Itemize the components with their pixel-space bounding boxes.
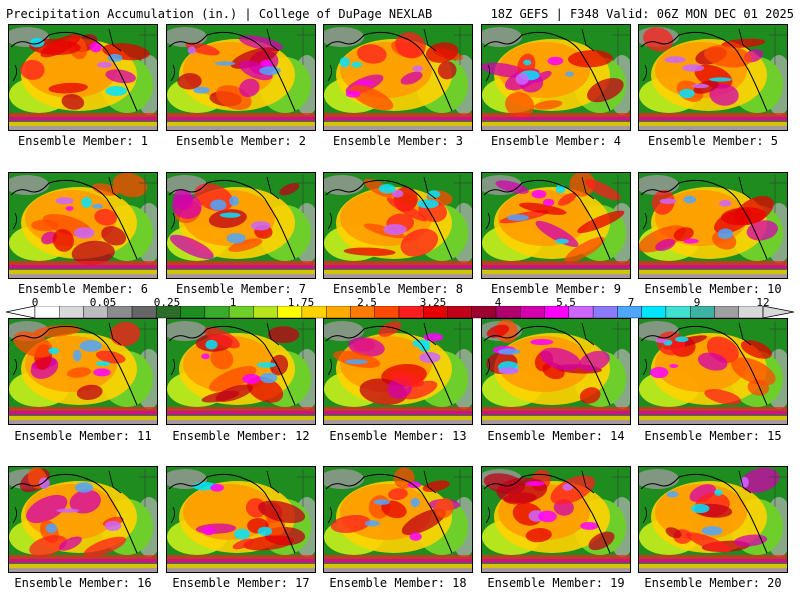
colorbar-swatch [714, 306, 739, 319]
colorbar-swatch [495, 306, 521, 319]
ensemble-member-label: Ensemble Member: 17 [172, 576, 310, 590]
colorbar-tick-label: 0.25 [153, 296, 181, 309]
ensemble-map-9 [481, 172, 631, 279]
ensemble-map-4 [481, 24, 631, 131]
colorbar-swatch [59, 306, 84, 319]
ensemble-member-label: Ensemble Member: 15 [644, 429, 782, 443]
ensemble-member-label: Ensemble Member: 13 [329, 429, 467, 443]
colorbar-tick-label: 5.5 [556, 296, 576, 309]
colorbar-swatch [641, 306, 667, 319]
colorbar-swatch [34, 306, 60, 319]
colorbar-swatch [398, 306, 424, 319]
ensemble-map-7 [166, 172, 316, 279]
ensemble-map-11 [8, 318, 158, 425]
ensemble-member-label: Ensemble Member: 18 [329, 576, 467, 590]
colorbar-swatch [204, 306, 230, 319]
colorbar-swatch [568, 306, 594, 319]
colorbar-swatch [690, 306, 715, 319]
colorbar-tick-label: 1 [229, 296, 237, 309]
colorbar-swatch [131, 306, 157, 319]
ensemble-member-label: Ensemble Member: 14 [487, 429, 625, 443]
ensemble-map-13 [323, 318, 473, 425]
ensemble-member-label: Ensemble Member: 11 [14, 429, 152, 443]
colorbar-swatch [253, 306, 278, 319]
colorbar-swatch [156, 306, 181, 319]
colorbar-swatch [520, 306, 545, 319]
ensemble-member-label: Ensemble Member: 19 [487, 576, 625, 590]
colorbar-left-arrow [5, 306, 36, 319]
ensemble-map-15 [638, 318, 788, 425]
colorbar-tick-label: 3.25 [419, 296, 447, 309]
colorbar-swatch [738, 306, 764, 319]
colorbar-swatch [617, 306, 642, 319]
ensemble-member-label: Ensemble Member: 10 [644, 282, 782, 296]
colorbar-swatch [544, 306, 570, 319]
ensemble-member-label: Ensemble Member: 6 [17, 282, 149, 296]
colorbar-swatch [447, 306, 472, 319]
colorbar-tick-label: 0 [31, 296, 39, 309]
ensemble-map-5 [638, 24, 788, 131]
ensemble-member-label: Ensemble Member: 8 [332, 282, 464, 296]
ensemble-map-2 [166, 24, 316, 131]
ensemble-member-label: Ensemble Member: 1 [17, 134, 149, 148]
colorbar-swatch [180, 306, 206, 319]
colorbar-tick-label: 7 [627, 296, 635, 309]
ensemble-map-14 [481, 318, 631, 425]
colorbar-swatch [665, 306, 691, 319]
ensemble-map-1 [8, 24, 158, 131]
colorbar-tick-label: 9 [693, 296, 701, 309]
ensemble-member-label: Ensemble Member: 9 [490, 282, 622, 296]
ensemble-map-18 [323, 466, 473, 573]
ensemble-map-19 [481, 466, 631, 573]
ensemble-member-label: Ensemble Member: 5 [647, 134, 779, 148]
colorbar-swatch [107, 306, 133, 319]
colorbar-swatch [228, 306, 254, 319]
colorbar-swatch [592, 306, 618, 319]
colorbar-swatch [471, 306, 497, 319]
colorbar-swatch [350, 306, 375, 319]
colorbar-labels: 0 0.05 0.25 1 1.75 2.5 3.25 4 5.5 7 9 12 [0, 296, 800, 310]
colorbar-right-arrow [762, 306, 795, 319]
ensemble-member-label: Ensemble Member: 12 [172, 429, 310, 443]
colorbar-swatch [423, 306, 448, 319]
colorbar-tick-label: 4 [494, 296, 502, 309]
ensemble-map-12 [166, 318, 316, 425]
ensemble-member-label: Ensemble Member: 3 [332, 134, 464, 148]
ensemble-member-label: Ensemble Member: 7 [175, 282, 307, 296]
run-valid-time: 18Z GEFS | F348 Valid: 06Z MON DEC 01 20… [490, 7, 794, 21]
ensemble-map-20 [638, 466, 788, 573]
ensemble-map-16 [8, 466, 158, 573]
colorbar-tick-label: 0.05 [89, 296, 117, 309]
colorbar-swatch [374, 306, 400, 319]
colorbar-tick-label: 12 [756, 296, 770, 309]
ensemble-map-6 [8, 172, 158, 279]
ensemble-map-10 [638, 172, 788, 279]
colorbar-swatch [83, 306, 108, 319]
ensemble-map-17 [166, 466, 316, 573]
colorbar-tick-label: 2.5 [357, 296, 377, 309]
colorbar-swatch [326, 306, 351, 319]
colorbar-swatch [277, 306, 303, 319]
colorbar-tick-label: 1.75 [287, 296, 315, 309]
ensemble-map-8 [323, 172, 473, 279]
colorbar [5, 306, 795, 319]
ensemble-member-label: Ensemble Member: 2 [175, 134, 307, 148]
ensemble-member-label: Ensemble Member: 16 [14, 576, 152, 590]
ensemble-member-label: Ensemble Member: 4 [490, 134, 622, 148]
chart-title: Precipitation Accumulation (in.) | Colle… [6, 7, 433, 21]
ensemble-map-3 [323, 24, 473, 131]
ensemble-member-label: Ensemble Member: 20 [644, 576, 782, 590]
colorbar-swatch [301, 306, 327, 319]
